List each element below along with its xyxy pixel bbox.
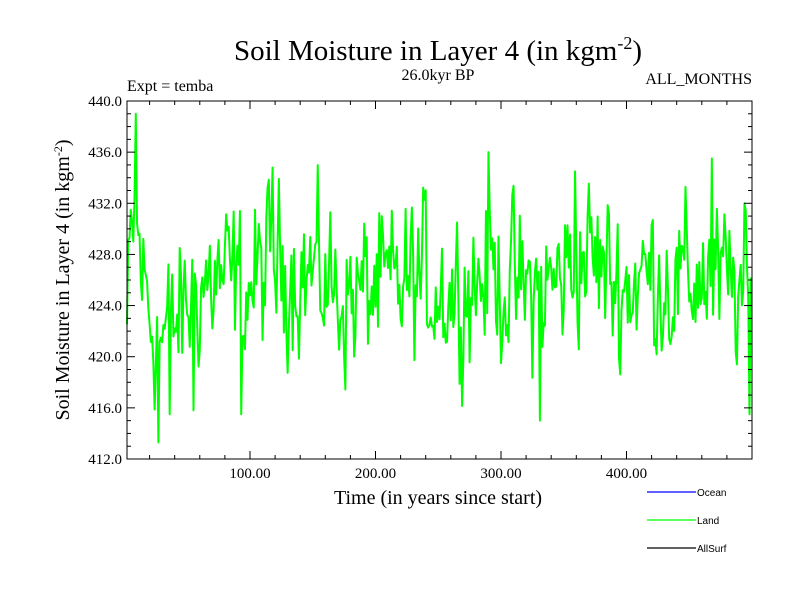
months-label: ALL_MONTHS [645, 71, 752, 88]
x-tick-label: 300.00 [480, 466, 521, 482]
experiment-label: Expt = temba [127, 78, 213, 95]
y-tick-label: 424.0 [88, 299, 122, 315]
series-layer [126, 112, 752, 444]
chart-title-superscript: -2 [617, 33, 632, 53]
legend-label-land: Land [697, 516, 719, 527]
land-series-line [126, 112, 752, 444]
y-tick-label: 428.0 [88, 247, 122, 263]
y-tick-label: 416.0 [88, 401, 122, 417]
y-axis-label: Soil Moisture in Layer 4 (in kgm-2) [51, 139, 74, 420]
y-tick-label: 420.0 [88, 350, 122, 366]
y-axis-label-close: ) [52, 139, 74, 146]
y-axis-label-superscript: -2 [51, 146, 65, 156]
x-axis-label: Time (in years since start) [334, 487, 542, 509]
legend: Ocean Land AllSurf [647, 488, 727, 555]
chart-title: Soil Moisture in Layer 4 (in kgm-2) [234, 33, 642, 67]
x-tick-label: 200.00 [355, 466, 396, 482]
y-axis-label-text: Soil Moisture in Layer 4 (in kgm [52, 156, 74, 421]
legend-label-ocean: Ocean [697, 488, 726, 499]
y-tick-label: 412.0 [88, 452, 122, 468]
x-tick-label: 100.00 [229, 466, 270, 482]
chart-title-text: Soil Moisture in Layer 4 (in kgm [234, 35, 618, 67]
legend-label-allsurf: AllSurf [697, 544, 727, 555]
ticks-layer: 412.0 416.0 420.0 424.0 428.0 432.0 436.0 440.0… [88, 94, 753, 482]
period-label: 26.0kyr BP [402, 67, 475, 84]
chart-title-close: ) [632, 35, 642, 67]
x-tick-label: 400.00 [606, 466, 647, 482]
y-tick-label: 440.0 [88, 94, 122, 110]
y-tick-label: 432.0 [88, 196, 122, 212]
y-tick-label: 436.0 [88, 145, 122, 161]
